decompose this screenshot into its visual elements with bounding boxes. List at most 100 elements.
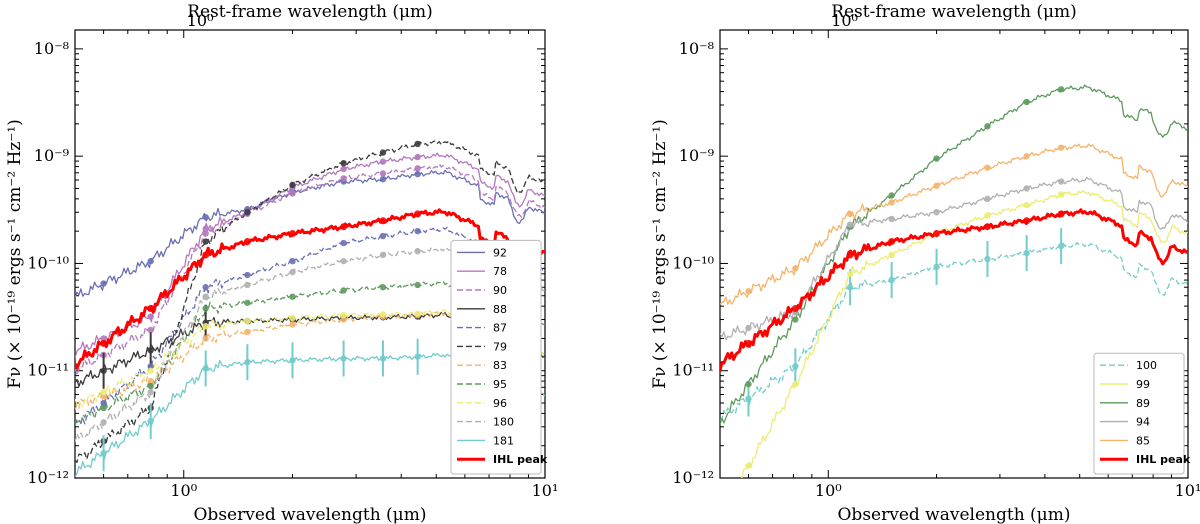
data-point (202, 323, 209, 330)
data-point (379, 158, 387, 165)
data-point (888, 276, 895, 284)
data-point (1023, 217, 1031, 225)
legend-label: 100 (1136, 359, 1157, 372)
data-point (984, 255, 991, 263)
data-point (792, 265, 799, 272)
data-point (244, 317, 251, 325)
data-point (202, 284, 209, 291)
y-tick-label: 10⁻⁹ (679, 146, 715, 165)
data-point (202, 335, 209, 342)
data-point (202, 230, 209, 237)
legend: 100 99 89 94 85 IHL peak (1093, 352, 1191, 475)
data-point (414, 210, 422, 218)
data-point (202, 238, 209, 245)
data-point (147, 363, 154, 370)
data-point (147, 377, 154, 385)
ticks (719, 30, 1189, 479)
data-point (414, 281, 421, 289)
data-point (244, 299, 251, 306)
legend: 92 78 90 88 87 79 83 95 96 180 181 IHL peak (450, 239, 548, 475)
data-point (745, 395, 752, 402)
data-point (792, 316, 799, 323)
y-axis-label: Fν (× 10⁻¹⁹ ergs s⁻¹ cm⁻² Hz⁻¹) (650, 119, 670, 389)
ticks (74, 30, 546, 479)
data-point (744, 339, 752, 347)
y-tick-label: 10⁻¹⁰ (27, 253, 69, 272)
legend-label: 79 (493, 340, 507, 353)
data-point (379, 232, 387, 240)
data-point (379, 311, 387, 318)
data-point (933, 263, 940, 271)
legend-label: 78 (493, 265, 507, 278)
data-point (745, 288, 752, 295)
legend-label: 180 (493, 416, 514, 429)
data-point (1023, 185, 1030, 192)
data-point (244, 328, 251, 336)
data-point (984, 212, 991, 219)
data-point (289, 190, 296, 197)
data-point (888, 199, 895, 206)
data-point (289, 357, 296, 364)
data-point (147, 389, 154, 396)
y-tick-label: 10⁻¹⁰ (672, 253, 714, 272)
data-point (984, 123, 991, 130)
data-point (202, 225, 209, 233)
data-point (379, 251, 387, 259)
series-line-87 (75, 226, 545, 426)
legend-label: 94 (1136, 416, 1150, 429)
data-point (147, 367, 154, 374)
data-point (379, 170, 387, 177)
data-point (846, 210, 854, 218)
top-axis-label: Rest-frame wavelength (μm) (831, 2, 1077, 22)
data-point (244, 209, 251, 216)
legend-label: 90 (493, 284, 507, 297)
data-point (414, 153, 421, 161)
top-tick-label: 10⁰ (831, 11, 858, 30)
data-point (379, 355, 387, 362)
x-axis-label: Observed wavelength (μm) (194, 505, 427, 524)
data-point (888, 192, 895, 199)
data-point (340, 287, 347, 294)
panel-2: 10⁰ 10¹ 10⁰ 10⁻¹² 10⁻¹¹ 10⁻¹⁰ 10⁻⁹ 10⁻⁸ Observed… (650, 2, 1200, 524)
data-point (147, 417, 154, 425)
data-point (100, 419, 107, 426)
series-line-79 (75, 140, 545, 463)
data-point (984, 195, 991, 203)
data-point (202, 213, 209, 221)
data-point (340, 355, 347, 362)
data-point (340, 223, 348, 231)
data-point (414, 248, 421, 255)
data-point (846, 221, 854, 228)
data-point (340, 316, 347, 323)
data-point (983, 223, 991, 231)
data-point (289, 293, 296, 300)
data-point (792, 363, 799, 370)
y-tick-label: 10⁻⁸ (34, 39, 69, 58)
data-point (414, 353, 421, 360)
data-point (933, 209, 940, 216)
legend-label: 181 (493, 434, 514, 447)
data-point (202, 293, 209, 300)
plot-frame (74, 29, 546, 479)
y-tick-label: 10⁻⁹ (34, 146, 70, 165)
legend-label: 85 (1136, 434, 1150, 447)
data-point (100, 339, 108, 347)
data-point (289, 257, 296, 265)
y-tick-label: 10⁻¹¹ (672, 361, 714, 380)
data-point (1057, 210, 1065, 218)
top-axis-label: Rest-frame wavelength (μm) (187, 2, 433, 22)
data-point (147, 313, 154, 320)
series-line-100 (720, 241, 1188, 421)
legend-label: 89 (1136, 397, 1150, 410)
data-point (888, 215, 895, 223)
data-point (340, 175, 347, 182)
data-point (243, 238, 251, 246)
series-group (75, 140, 545, 477)
x-tick-label: 10¹ (532, 481, 559, 500)
panel-1: 10⁰ 10¹ 10⁰ 10⁻¹² 10⁻¹¹ 10⁻¹⁰ 10⁻⁹ 10⁻⁸ Observed… (5, 2, 558, 524)
data-point (414, 310, 421, 317)
data-point (100, 450, 107, 457)
y-tick-label: 10⁻⁸ (679, 39, 714, 58)
data-point (984, 164, 991, 171)
series-line-IHL-peak (720, 208, 1188, 372)
